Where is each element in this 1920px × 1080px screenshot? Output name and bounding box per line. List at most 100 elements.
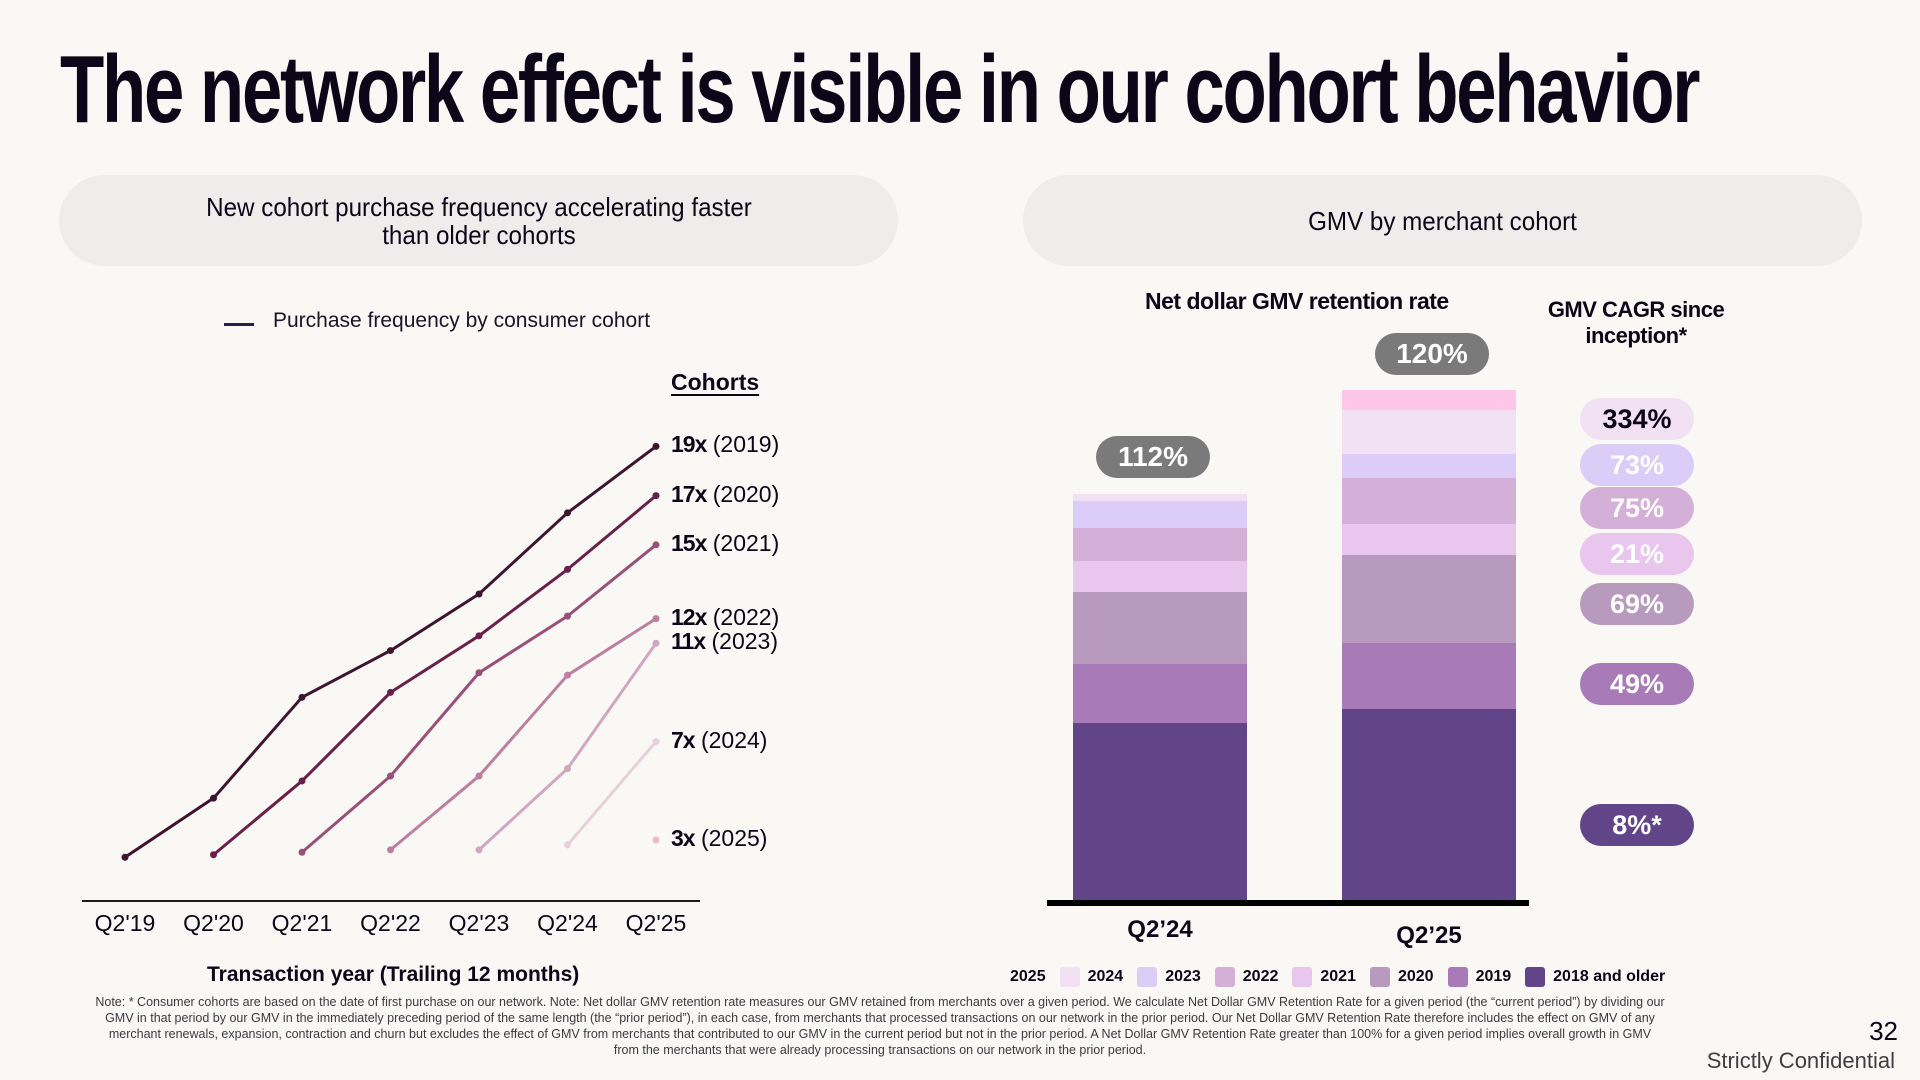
bar-segment-2020 <box>1342 555 1516 644</box>
cohort-multiple: 17x <box>671 480 707 507</box>
data-point-2021 <box>652 541 660 549</box>
data-point-2021 <box>298 848 306 856</box>
x-tick-label: Q2'22 <box>360 910 421 936</box>
bar-segment-2024 <box>1342 410 1516 455</box>
legend-label: 2021 <box>1320 968 1356 985</box>
legend-line-swatch <box>224 323 254 326</box>
legend-label: 2019 <box>1475 968 1512 985</box>
series-line-2023 <box>477 642 658 851</box>
data-point-2019 <box>298 693 306 701</box>
slide-title: The network effect is visible in our coh… <box>60 36 1700 143</box>
bar-chart-baseline <box>1047 900 1529 906</box>
legend-swatch <box>1447 967 1468 987</box>
left-panel-header-text: New cohort purchase frequency accelerati… <box>205 191 752 250</box>
bar-segment-2022 <box>1342 478 1516 525</box>
bar-category-label: Q2’25 <box>1396 922 1462 949</box>
data-point-2020 <box>387 688 394 696</box>
data-point-2022 <box>564 671 571 679</box>
series-line-2019 <box>124 445 657 859</box>
legend-item: 2025 <box>1010 968 1046 986</box>
cagr-title: GMV CAGR since inception* <box>1547 297 1725 348</box>
bar-segment-2018-and-older <box>1342 709 1516 903</box>
x-axis-title: Transaction year (Trailing 12 months) <box>207 963 580 986</box>
bar-segment-2022 <box>1073 527 1247 562</box>
cagr-badge-2018-and-older: 8%* <box>1580 804 1694 846</box>
series-line-2021 <box>301 543 657 854</box>
bar-segment-2023 <box>1342 454 1516 479</box>
retention-rate-badge-q2-25: 120% <box>1375 333 1489 375</box>
bar-segment-2024 <box>1073 494 1247 501</box>
legend-item: 2020 <box>1369 967 1434 987</box>
data-point-2019 <box>564 509 571 517</box>
legend-item: 2022 <box>1214 967 1278 987</box>
legend-swatch <box>1137 967 1158 987</box>
legend-swatch <box>1214 967 1235 987</box>
right-panel-header-text: GMV by merchant cohort <box>1308 205 1577 236</box>
data-point-2019 <box>210 794 217 802</box>
retention-rate-title: Net dollar GMV retention rate <box>1145 288 1449 314</box>
legend-swatch <box>1369 967 1390 987</box>
bar-segment-2021 <box>1073 561 1247 593</box>
series-line-2024 <box>566 740 658 846</box>
cohort-end-label: 17x (2020) <box>671 481 779 508</box>
data-point-2019 <box>652 442 660 450</box>
legend-item: 2018 and older <box>1525 967 1665 987</box>
data-point-2021 <box>387 772 394 780</box>
cohort-end-label: 12x (2022) <box>671 604 779 631</box>
legend-item: 2024 <box>1059 967 1123 987</box>
cagr-badge-2023: 73% <box>1580 444 1694 486</box>
cohort-year: (2025) <box>694 825 768 851</box>
cohort-multiple: 3x <box>671 825 696 851</box>
data-point-2024 <box>652 738 660 746</box>
data-point-2022 <box>387 846 394 854</box>
cohort-end-label: 11x (2023) <box>671 628 778 655</box>
page-number: 32 <box>1869 1016 1898 1046</box>
retention-rate-badge-q2-24: 112% <box>1096 436 1210 478</box>
cohort-year: (2021) <box>706 529 780 556</box>
data-point-2023 <box>652 639 660 647</box>
bar-segment-2020 <box>1073 592 1247 665</box>
legend-item: 2023 <box>1137 967 1201 987</box>
bar-segment-2023 <box>1073 500 1247 528</box>
cohorts-heading: Cohorts <box>671 369 760 395</box>
legend-label: 2025 <box>1010 968 1046 985</box>
data-point-2020 <box>475 632 483 640</box>
cohort-multiple: 19x <box>671 431 707 458</box>
cohort-multiple: 12x <box>671 603 707 630</box>
data-point-2019 <box>121 853 129 861</box>
data-point-2019 <box>475 590 483 598</box>
bar-category-label: Q2’24 <box>1127 916 1193 943</box>
data-point-2024 <box>564 841 571 849</box>
legend-label: 2020 <box>1397 968 1434 985</box>
x-tick-label: Q2'21 <box>271 910 333 936</box>
x-tick-label: Q2'23 <box>448 910 510 936</box>
line-chart-legend-label: Purchase frequency by consumer cohort <box>273 309 651 332</box>
cohort-multiple: 11x <box>671 628 706 655</box>
cohort-year: (2023) <box>705 628 778 655</box>
data-point-2020 <box>210 851 217 859</box>
data-point-2019 <box>387 647 394 655</box>
cagr-badge-2022: 75% <box>1580 487 1694 529</box>
data-point-2021 <box>475 669 483 677</box>
legend-swatch <box>1525 967 1546 987</box>
data-point-2020 <box>298 777 306 785</box>
x-tick-label: Q2'20 <box>183 910 244 936</box>
left-panel-header: New cohort purchase frequency accelerati… <box>59 175 898 266</box>
data-point-2023 <box>475 846 483 854</box>
cohort-multiple: 15x <box>671 529 707 556</box>
bar-chart-legend: 2025 2024 2023 2022 2021 2020 2019 2018 and old… <box>1010 964 1679 990</box>
cohort-year: (2020) <box>706 480 780 507</box>
x-tick-label: Q2'25 <box>625 910 687 936</box>
data-point-2022 <box>475 772 483 780</box>
legend-item: 2021 <box>1292 967 1356 987</box>
data-point-2023 <box>564 765 571 773</box>
series-line-2022 <box>389 617 657 851</box>
cohort-year: (2019) <box>706 431 780 458</box>
series-line-2020 <box>212 494 657 856</box>
bar-segment-2019 <box>1342 643 1516 710</box>
cohort-year: (2024) <box>694 726 768 753</box>
cohort-end-label: 15x (2021) <box>671 530 779 557</box>
legend-swatch <box>1292 967 1313 987</box>
legend-swatch <box>1059 967 1080 987</box>
cagr-badge-2024: 334% <box>1580 398 1694 440</box>
